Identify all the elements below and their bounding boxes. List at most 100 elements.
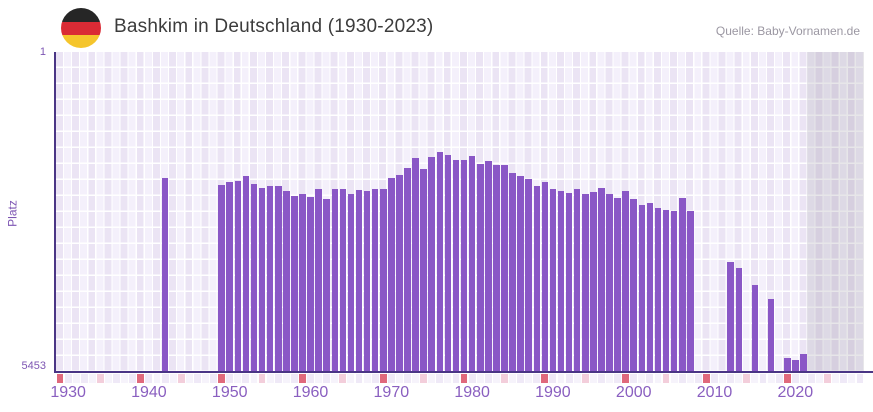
strip-square-2025 (832, 374, 840, 383)
bar-1992[interactable] (565, 193, 573, 372)
strip-square-2016 (759, 374, 767, 383)
bar-1980[interactable] (468, 155, 476, 372)
bar-1998[interactable] (614, 198, 621, 372)
strip-square-2026 (840, 374, 848, 383)
bar-1994[interactable] (582, 193, 589, 372)
strip-square-1954 (258, 374, 266, 383)
bar-1970[interactable] (388, 177, 395, 372)
bar-1969[interactable] (380, 189, 387, 372)
strip-square-2020 (791, 374, 799, 383)
strip-square-2014 (743, 374, 751, 383)
bar-2001[interactable] (638, 205, 646, 372)
bar-1955[interactable] (266, 186, 274, 372)
strip-square-1943 (169, 374, 177, 383)
strip-square-1963 (331, 374, 339, 383)
bar-1959[interactable] (299, 194, 306, 372)
strip-square-1989 (541, 374, 549, 383)
bar-1975[interactable] (428, 157, 436, 372)
bar-2007[interactable] (687, 211, 694, 372)
strip-square-1958 (290, 374, 298, 383)
strip-square-1988 (533, 374, 541, 383)
bar-1962[interactable] (323, 199, 331, 372)
bar-1967[interactable] (363, 190, 371, 372)
strip-square-1940 (145, 374, 153, 383)
strip-square-1975 (428, 374, 436, 383)
strip-square-1937 (121, 374, 129, 383)
bar-1961[interactable] (315, 188, 322, 372)
strip-square-2023 (816, 374, 823, 383)
bar-1949[interactable] (218, 185, 225, 372)
bar-1951[interactable] (234, 181, 242, 372)
strip-square-2002 (646, 374, 654, 383)
bar-1965[interactable] (347, 193, 355, 372)
bar-1956[interactable] (274, 186, 282, 372)
strip-square-1993 (573, 374, 581, 383)
bar-1988[interactable] (533, 185, 541, 372)
strip-square-1938 (129, 374, 137, 383)
bar-2000[interactable] (630, 198, 638, 372)
strip-square-1979 (460, 374, 468, 383)
x-axis-line (54, 371, 873, 373)
strip-square-1931 (72, 374, 80, 383)
bar-1968[interactable] (371, 189, 379, 372)
bar-1958[interactable] (291, 195, 298, 372)
bar-1985[interactable] (509, 172, 516, 372)
bar-2003[interactable] (654, 208, 662, 372)
bar-2004[interactable] (662, 210, 670, 372)
bar-1972[interactable] (404, 167, 411, 372)
strip-square-1977 (444, 374, 452, 383)
strip-square-1981 (476, 374, 484, 383)
bar-1996[interactable] (598, 187, 605, 372)
bar-2012[interactable] (727, 262, 735, 372)
bar-1999[interactable] (622, 190, 629, 372)
bar-1964[interactable] (339, 189, 347, 372)
bar-1950[interactable] (226, 182, 234, 372)
bar-1997[interactable] (606, 194, 613, 372)
bar-1983[interactable] (493, 164, 500, 372)
bar-1971[interactable] (396, 174, 403, 372)
bar-1963[interactable] (331, 189, 339, 372)
bar-2006[interactable] (678, 198, 686, 372)
bar-1993[interactable] (573, 188, 581, 372)
strip-square-1948 (210, 374, 217, 383)
bar-1953[interactable] (250, 184, 258, 372)
bar-1995[interactable] (590, 192, 597, 372)
strip-square-1961 (315, 374, 323, 383)
strip-square-1957 (282, 374, 290, 383)
bar-2020[interactable] (792, 360, 799, 372)
bar-2002[interactable] (646, 202, 654, 372)
bar-1979[interactable] (460, 159, 468, 372)
bar-1976[interactable] (436, 151, 444, 372)
bar-2005[interactable] (670, 211, 678, 372)
bar-2015[interactable] (751, 285, 759, 372)
x-tick-1960: 1960 (292, 384, 329, 401)
bar-1978[interactable] (452, 159, 460, 372)
strip-square-1972 (404, 374, 411, 383)
plot-area (56, 52, 864, 372)
bar-1990[interactable] (549, 189, 557, 372)
bar-1977[interactable] (444, 155, 452, 372)
bar-1973[interactable] (412, 157, 419, 372)
bar-1981[interactable] (476, 164, 484, 372)
bar-2019[interactable] (784, 358, 791, 372)
bar-1974[interactable] (420, 169, 427, 372)
strip-square-1999 (622, 374, 630, 383)
bar-1989[interactable] (541, 182, 549, 372)
bar-2021[interactable] (800, 354, 807, 372)
bar-2013[interactable] (735, 267, 743, 372)
strip-square-1994 (581, 374, 589, 383)
bar-1987[interactable] (525, 179, 533, 372)
bar-1952[interactable] (242, 175, 250, 372)
strip-square-1939 (137, 374, 145, 383)
bar-1966[interactable] (355, 189, 363, 372)
bar-1986[interactable] (517, 175, 524, 372)
bar-1960[interactable] (307, 196, 314, 372)
bar-1984[interactable] (501, 164, 508, 372)
bar-1957[interactable] (283, 190, 290, 372)
bar-1991[interactable] (557, 190, 565, 372)
bar-1942[interactable] (161, 177, 169, 372)
bar-1982[interactable] (485, 160, 492, 372)
bar-2017[interactable] (767, 299, 775, 372)
bar-1954[interactable] (258, 187, 266, 372)
